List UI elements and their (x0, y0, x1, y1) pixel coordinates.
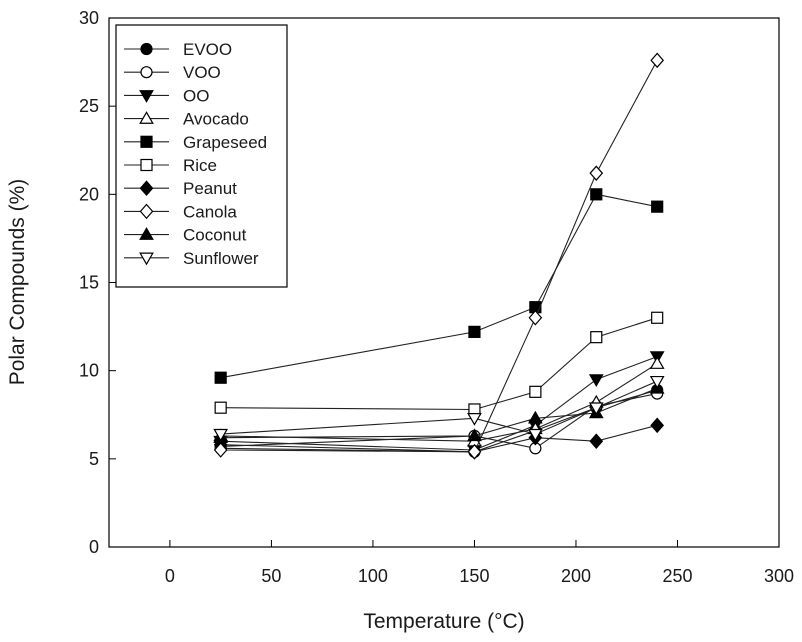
data-point (214, 401, 227, 414)
data-point (650, 417, 665, 434)
data-point (649, 356, 665, 369)
data-point (528, 428, 543, 442)
data-point (528, 309, 543, 326)
y-tick-label: 0 (89, 537, 99, 557)
data-point (213, 442, 228, 458)
y-tick-label: 30 (79, 8, 99, 28)
series-peanut (213, 417, 665, 460)
legend-marker (139, 90, 154, 103)
data-point (650, 52, 665, 69)
data-point (467, 443, 482, 460)
y-axis-title: Polar Compounds (%) (6, 179, 29, 386)
legend-item: Rice (124, 156, 217, 175)
x-tick-label: 200 (561, 566, 591, 586)
legend-label: Grapeseed (183, 133, 267, 152)
y-tick-label: 15 (79, 273, 99, 293)
legend-marker (139, 227, 154, 240)
y-tick-label: 25 (79, 96, 99, 116)
x-tick-label: 250 (662, 566, 692, 586)
legend-marker (139, 180, 154, 196)
series-rice (214, 311, 664, 416)
x-tick-label: 150 (459, 566, 489, 586)
data-point (588, 374, 604, 388)
legend-item: EVOO (124, 40, 232, 59)
data-point (649, 375, 665, 389)
legend-marker (139, 252, 154, 266)
legend-marker (140, 158, 153, 172)
data-point (589, 433, 604, 449)
legend-item: OO (124, 86, 209, 105)
legend-label: Canola (183, 202, 237, 221)
data-point (467, 428, 482, 442)
data-point (468, 325, 481, 338)
series-canola (213, 52, 665, 460)
data-point (590, 188, 603, 201)
legend-marker (140, 42, 153, 56)
data-point (590, 331, 603, 344)
axis-ticks: 0 50 100 150 200 250 300 0 5 10 15 20 25 30 (79, 8, 794, 586)
series-line (220, 424, 658, 453)
series-sunflower (213, 375, 665, 442)
x-tick-label: 100 (358, 566, 388, 586)
legend-label: VOO (183, 63, 221, 82)
legend-item: Coconut (124, 226, 247, 245)
x-axis-title: Temperature (°C) (363, 610, 524, 633)
legend-marker (139, 111, 154, 124)
legend-item: Grapeseed (124, 133, 267, 152)
data-point (213, 428, 229, 442)
legend-label: OO (183, 86, 209, 105)
data-point (651, 311, 664, 324)
data-point (589, 165, 604, 181)
data-point (529, 385, 542, 398)
series-avocado (213, 356, 665, 447)
legend-marker (139, 203, 154, 220)
legend-item: Avocado (124, 110, 249, 129)
legend-item: Canola (124, 202, 237, 221)
series-grapeseed (214, 188, 664, 384)
legend-label: Rice (183, 156, 217, 175)
data-point (651, 200, 664, 213)
data-point (528, 410, 543, 424)
series-group (213, 52, 665, 460)
y-tick-label: 10 (79, 361, 99, 381)
x-tick-label: 300 (764, 566, 794, 586)
legend-marker (140, 66, 153, 79)
y-tick-label: 20 (79, 184, 99, 204)
legend: EVOO VOO OO Avocado Grapeseed Rice Peanut Canol… (124, 40, 267, 268)
data-point (588, 402, 604, 416)
legend-item: Sunflower (124, 249, 259, 268)
legend-label: Sunflower (183, 249, 259, 268)
legend-label: EVOO (183, 40, 232, 59)
data-point (214, 371, 227, 384)
data-point (467, 413, 482, 426)
legend-item: Peanut (124, 179, 237, 198)
legend-label: Avocado (183, 110, 249, 129)
legend-marker (140, 135, 153, 148)
legend-label: Coconut (183, 226, 247, 245)
x-tick-label: 0 (165, 566, 175, 586)
legend-item: VOO (124, 63, 221, 82)
y-tick-label: 5 (89, 449, 99, 469)
x-tick-label: 50 (261, 566, 281, 586)
legend-label: Peanut (183, 179, 237, 198)
